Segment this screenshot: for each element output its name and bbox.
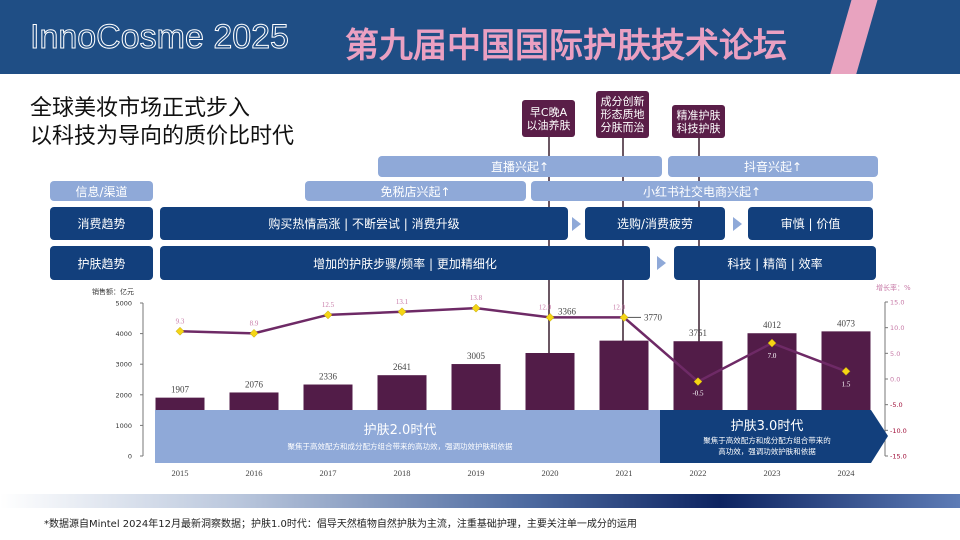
x-tick-label: 2018 — [394, 468, 411, 478]
header-banner: InnoCosme 2025 第九届中国国际护肤技术论坛 — [0, 0, 960, 74]
brand-logo: InnoCosme 2025 — [30, 18, 290, 57]
growth-marker — [175, 326, 185, 336]
bar-value-label: 4012 — [763, 320, 781, 330]
footnote: *数据源自Mintel 2024年12月最新洞察数据；护肤1.0时代：倡导天然植… — [44, 519, 637, 530]
bar-value-label: 3005 — [467, 351, 486, 361]
bar-value-label: 3366 — [558, 306, 577, 316]
bar-value-label: 1907 — [171, 385, 190, 395]
growth-marker — [767, 338, 777, 348]
x-tick-label: 2016 — [246, 468, 263, 478]
y2-tick-label: -15.0 — [890, 453, 907, 461]
growth-marker — [545, 313, 555, 322]
y2-axis-label: 增长率：% — [876, 283, 911, 292]
y-tick-label: 0 — [128, 453, 132, 461]
growth-value-label: 12.5 — [322, 301, 335, 309]
y-tick-label: 3000 — [115, 361, 132, 369]
y-tick-label: 4000 — [115, 330, 132, 338]
bar-value-label: 2336 — [319, 372, 338, 382]
row-label-channels: 信息/渠道 — [50, 181, 153, 201]
bar-value-label: 4073 — [837, 318, 856, 328]
arrow-right-icon — [657, 256, 666, 270]
era-2-desc: 聚焦于高效配方和成分配方组合带来的高功效，强调功效护肤和依据 — [288, 441, 513, 451]
y2-tick-label: 0.0 — [890, 376, 900, 384]
bar-value-label: 3770 — [644, 312, 663, 322]
y2-tick-label: 15.0 — [890, 299, 904, 307]
era-3-desc-line-2: 高功效，强调功效护肤和依据 — [718, 446, 816, 456]
subtitle-line-1: 全球美妆市场正式步入 — [30, 96, 251, 121]
x-tick-label: 2017 — [320, 468, 337, 478]
consumption-trend-1: 购买热情高涨 | 不断尝试 | 消费升级 — [160, 207, 568, 240]
growth-value-label: 13.8 — [470, 294, 483, 302]
growth-value-label: 1.5 — [842, 380, 851, 388]
y2-tick-label: -5.0 — [890, 401, 903, 409]
decorative-stripe — [827, 0, 879, 74]
era-3-desc-line-1: 聚焦于高效配方和成分配方组合带来的 — [703, 435, 831, 445]
era-2-band — [155, 410, 660, 463]
x-tick-label: 2024 — [838, 468, 856, 478]
x-tick-label: 2023 — [764, 468, 781, 478]
y2-tick-label: -10.0 — [890, 427, 907, 435]
growth-value-label: 13.1 — [396, 298, 409, 306]
consumption-trend-2: 选购/消费疲劳 — [585, 207, 725, 240]
growth-value-label: 7.0 — [768, 352, 777, 360]
growth-marker — [619, 313, 629, 322]
y2-tick-label: 5.0 — [890, 350, 900, 358]
row-label-consumption: 消费趋势 — [50, 207, 153, 240]
channel-xiaohongshu: 小红书社交电商兴起↑ — [531, 181, 873, 201]
x-tick-label: 2020 — [542, 468, 559, 478]
connector-line — [622, 138, 624, 343]
growth-value-label: 12.0 — [613, 303, 626, 311]
bar-value-label: 3751 — [689, 328, 707, 338]
growth-value-label: 8.9 — [250, 319, 259, 327]
y2-tick-label: 10.0 — [890, 324, 904, 332]
callout-box: 早C晚A 以油养肤 — [522, 100, 575, 137]
growth-marker — [249, 328, 259, 338]
arrow-right-icon — [733, 217, 742, 231]
growth-line — [179, 306, 847, 384]
channel-duty-free: 免税店兴起↑ — [305, 181, 526, 201]
y-axis-label: 销售额：亿元 — [92, 287, 134, 296]
growth-marker — [693, 377, 703, 386]
growth-marker — [471, 303, 481, 313]
y-tick-label: 1000 — [115, 422, 132, 430]
growth-marker — [397, 307, 407, 317]
y-tick-label: 5000 — [115, 300, 132, 308]
skincare-trend-1: 增加的护肤步骤/频率 | 更加精细化 — [160, 246, 650, 280]
consumption-trend-3: 审慎 | 价值 — [748, 207, 873, 240]
growth-value-label: -0.5 — [692, 390, 704, 398]
growth-value-label: 9.3 — [176, 317, 185, 325]
era-3-title: 护肤3.0时代 — [731, 419, 804, 434]
growth-marker — [841, 366, 851, 376]
bar-value-label: 2641 — [393, 362, 411, 372]
era-2-title: 护肤2.0时代 — [364, 423, 437, 438]
era-3-band — [660, 410, 888, 463]
growth-value-label: 12.0 — [539, 303, 552, 311]
row-label-skincare: 护肤趋势 — [50, 246, 153, 280]
skincare-trend-2: 科技 | 精简 | 效率 — [674, 246, 876, 280]
callout-box: 精准护肤 科技护肤 — [672, 105, 725, 138]
footer-gradient-bar — [0, 494, 960, 508]
x-tick-label: 2022 — [690, 468, 707, 478]
channel-livestream: 直播兴起↑ — [378, 156, 662, 177]
header-title: 第九届中国国际护肤技术论坛 — [345, 26, 787, 66]
callout-box: 成分创新 形态质地 分肤而治 — [596, 91, 649, 138]
x-tick-label: 2021 — [616, 468, 633, 478]
connector-line — [698, 138, 700, 345]
arrow-right-icon — [572, 217, 581, 231]
channel-douyin: 抖音兴起↑ — [668, 156, 878, 177]
connector-line — [548, 130, 550, 355]
x-tick-label: 2019 — [468, 468, 485, 478]
subtitle-line-2: 以科技为导向的质价比时代 — [30, 124, 295, 149]
y-tick-label: 2000 — [115, 391, 132, 399]
x-tick-label: 2015 — [172, 468, 189, 478]
growth-marker — [323, 310, 333, 320]
bar-value-label: 2076 — [245, 379, 264, 389]
sales-growth-chart: 销售额：亿元 增长率：% 0 1000 2000 3000 4000 5000 15.0 10… — [92, 283, 911, 478]
